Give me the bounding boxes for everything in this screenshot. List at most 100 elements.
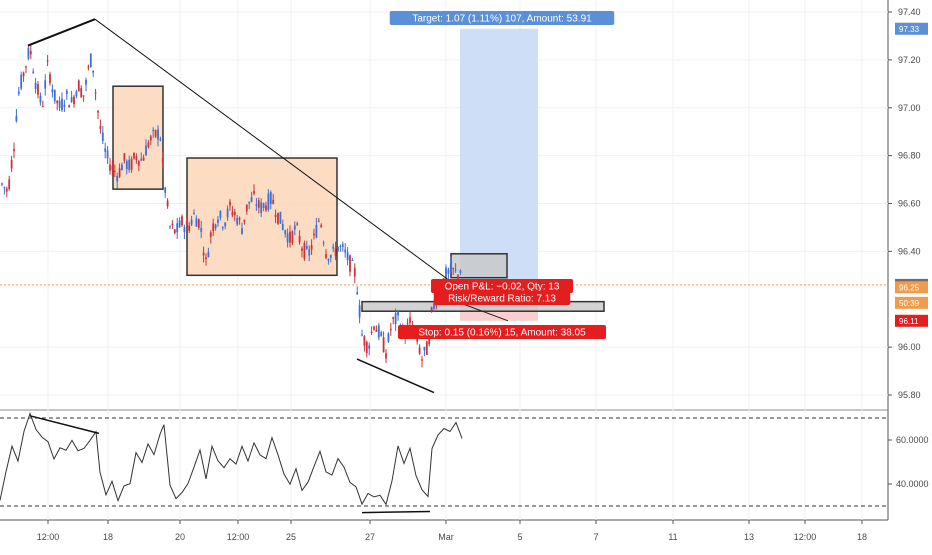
candle-body (308, 249, 311, 256)
candle-body (133, 153, 135, 159)
candle-body (70, 96, 73, 102)
candle-body (267, 193, 270, 210)
candle-body (353, 268, 356, 277)
price-tick-label: 97.00 (898, 103, 921, 113)
candle-body (200, 227, 203, 232)
candle-body (65, 90, 68, 95)
candle-body (281, 223, 284, 230)
candle-body (241, 228, 243, 235)
candle-body (157, 129, 159, 140)
candle-body (257, 200, 260, 208)
time-tick-label: 11 (668, 532, 677, 542)
candle-body (433, 303, 435, 309)
candle-body (380, 332, 383, 336)
candle-body (454, 269, 457, 271)
candle-body (231, 211, 234, 216)
target-zone (460, 28, 538, 288)
price-axis[interactable]: 97.40 97.20 97.00 96.80 96.60 96.40 96.00 95.80… (888, 7, 929, 489)
time-tick-label: 13 (744, 532, 754, 542)
time-tick-label: 20 (175, 532, 185, 542)
candle-body (116, 176, 119, 182)
candle-body (272, 199, 275, 204)
candle-body (341, 244, 344, 247)
candle-body (212, 223, 215, 232)
candle-body (255, 204, 258, 206)
time-tick-label: 7 (593, 532, 598, 542)
candle-body (154, 130, 157, 137)
candle-body (329, 255, 332, 259)
price-tick-label: 96.80 (898, 151, 921, 161)
candle-body (291, 231, 294, 243)
candle-body (99, 126, 102, 129)
candle-body (205, 257, 207, 260)
candle-body (5, 188, 8, 192)
candle-body (425, 341, 428, 355)
candle-body (20, 74, 23, 89)
position-labels: Target: 1.07 (1.11%) 107, Amount: 53.91 O… (389, 11, 615, 339)
time-tick-label: 18 (103, 532, 113, 542)
target-label-bg (389, 11, 615, 25)
candle-body (303, 242, 306, 259)
candle-body (202, 252, 205, 256)
candle-body (221, 227, 224, 229)
candle-body (361, 334, 363, 336)
candle-body (3, 187, 6, 189)
candle-body (104, 148, 107, 152)
candle-body (197, 219, 200, 228)
candle-body (39, 95, 42, 103)
candle-body (181, 216, 183, 226)
candle-body (248, 201, 251, 204)
drawn-rectangles[interactable] (112, 85, 605, 312)
risk-reward-label-bg (433, 291, 571, 305)
candle-body (10, 159, 13, 169)
stop-label: Stop: 0.15 (0.16%) 15, Amount: 38.05 (418, 328, 586, 339)
candle-body (301, 248, 303, 251)
candle-body (389, 328, 392, 331)
time-tick-label: 25 (286, 532, 296, 542)
candle-body (313, 233, 315, 236)
candle-body (25, 66, 27, 68)
candle-body (188, 225, 191, 231)
candle-body (351, 260, 354, 262)
candle-body (73, 96, 75, 105)
candle-body (29, 50, 32, 55)
candle-body (130, 158, 133, 170)
time-axis[interactable]: 12:00 18 20 12:00 25 27 Mar 5 7 11 13 12:00 18 (37, 520, 867, 542)
candle-body (109, 164, 111, 171)
candle-body (80, 88, 83, 98)
candle-body (370, 331, 373, 333)
candle-body (137, 160, 140, 166)
candle-body (68, 105, 71, 108)
time-tick-label: 18 (857, 532, 867, 542)
candle-body (265, 205, 267, 211)
candle-body (284, 230, 287, 234)
candle-body (421, 359, 423, 361)
rsi-trend-line (29, 415, 100, 435)
stop-label-bg (398, 325, 606, 339)
candle-body (327, 258, 330, 261)
candle-body (430, 307, 433, 311)
grid (0, 0, 888, 520)
target-price-tag-bg (895, 22, 928, 35)
candle-body (41, 105, 44, 107)
time-tick-label: 12:00 (227, 532, 250, 542)
rsi-line (0, 412, 463, 506)
candle-body (173, 229, 176, 234)
candle-body (118, 168, 121, 177)
candle-body (409, 317, 411, 324)
candle-body (207, 252, 210, 258)
candle-body (368, 345, 371, 349)
candle-body (49, 74, 51, 84)
candle-body (320, 224, 323, 227)
candle-body (233, 212, 236, 216)
candle-body (123, 153, 126, 161)
candle-body (152, 129, 155, 131)
candle-body (392, 317, 395, 320)
candle-body (229, 201, 231, 206)
candle-body (145, 145, 147, 156)
candle-body (8, 179, 11, 190)
price-tick-label: 96.00 (898, 342, 921, 352)
candle-body (77, 80, 80, 92)
